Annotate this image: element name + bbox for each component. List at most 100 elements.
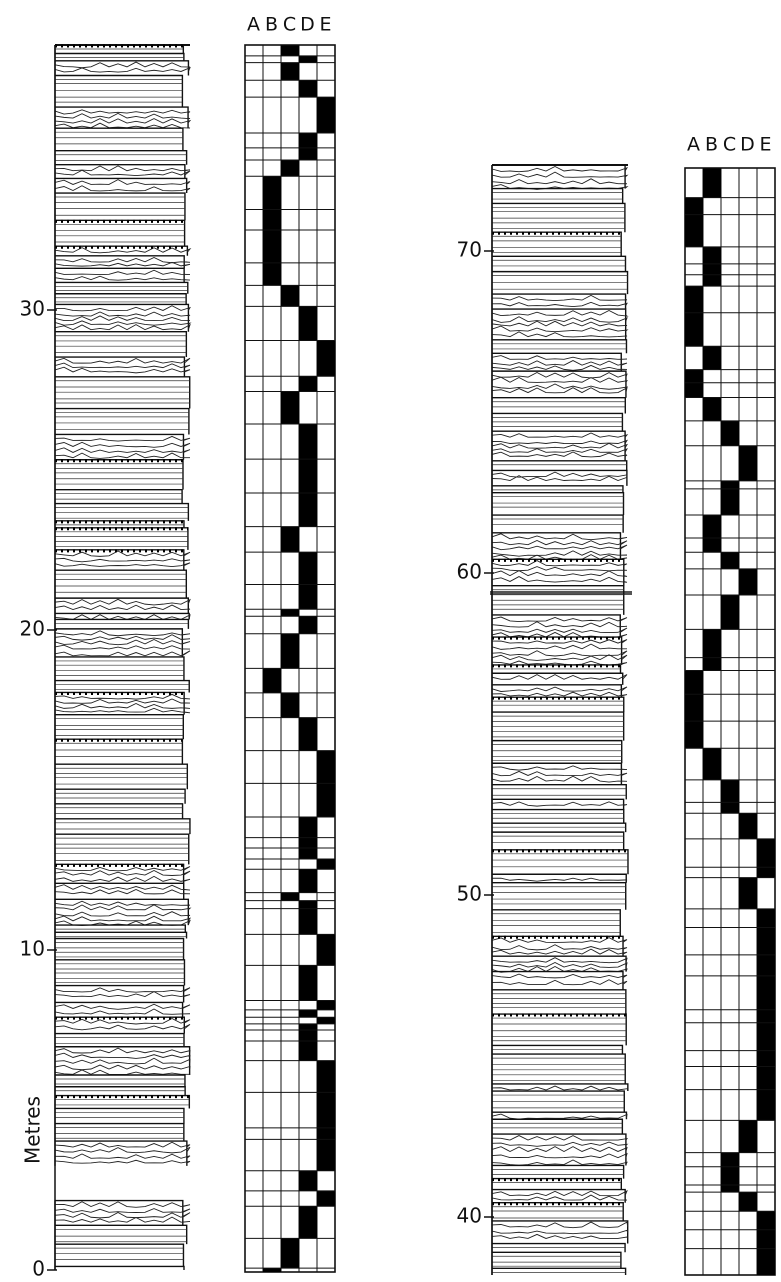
facies-cell bbox=[757, 1066, 775, 1090]
facies-cell bbox=[281, 159, 299, 177]
facies-cell bbox=[757, 1089, 775, 1121]
lamina bbox=[491, 360, 628, 366]
facies-cell bbox=[299, 616, 317, 634]
facies-cell bbox=[263, 262, 281, 286]
facies-cell bbox=[299, 306, 317, 341]
facies-cell bbox=[281, 526, 299, 553]
bed bbox=[54, 924, 187, 933]
lamina bbox=[491, 442, 629, 449]
lamina bbox=[491, 376, 628, 383]
bed bbox=[54, 1086, 186, 1096]
bed bbox=[491, 1220, 629, 1244]
lamina bbox=[491, 944, 628, 951]
facies-cell bbox=[299, 147, 317, 160]
bed bbox=[54, 1265, 185, 1270]
bed bbox=[54, 931, 188, 939]
lamina bbox=[54, 1069, 191, 1075]
facies-cell bbox=[757, 1248, 775, 1275]
bed bbox=[54, 60, 190, 76]
lamina bbox=[54, 179, 191, 185]
bed bbox=[491, 255, 627, 272]
lamina bbox=[491, 1085, 629, 1091]
facies-cell bbox=[299, 908, 317, 935]
facies-cell bbox=[721, 420, 739, 446]
lamina bbox=[54, 911, 191, 917]
facies-cell bbox=[317, 859, 335, 870]
facies-cell bbox=[317, 750, 335, 784]
lamina bbox=[491, 294, 628, 301]
bed bbox=[491, 1053, 626, 1084]
lamina bbox=[491, 643, 628, 650]
lamina bbox=[54, 112, 191, 120]
facies-cell bbox=[299, 1029, 317, 1041]
lamina bbox=[491, 171, 629, 178]
bed bbox=[54, 150, 188, 165]
facies-cell bbox=[299, 1040, 317, 1061]
facies-cell bbox=[317, 1017, 335, 1024]
facies-cell bbox=[721, 552, 739, 569]
lamina bbox=[54, 1018, 191, 1025]
facies-cell bbox=[685, 214, 703, 247]
lamina bbox=[54, 884, 191, 891]
lamina bbox=[54, 888, 191, 895]
depth-tick-label: 60 bbox=[457, 560, 482, 584]
lamina bbox=[54, 323, 191, 331]
facies-cell bbox=[299, 424, 317, 460]
lamina bbox=[54, 366, 191, 374]
facies-cell bbox=[317, 783, 335, 817]
facies-cell bbox=[299, 492, 317, 527]
bed bbox=[491, 187, 624, 204]
facies-cell bbox=[703, 246, 721, 264]
facies-cell bbox=[757, 975, 775, 1010]
lamina bbox=[54, 1216, 191, 1223]
lamina bbox=[491, 432, 629, 438]
lamina bbox=[54, 1212, 191, 1219]
lamina bbox=[54, 866, 191, 872]
lamina bbox=[54, 693, 191, 700]
facies-header: C bbox=[283, 14, 297, 36]
lamina bbox=[54, 357, 191, 364]
lamina bbox=[54, 256, 191, 264]
facies-cell bbox=[703, 748, 721, 780]
lamina bbox=[54, 630, 191, 637]
lamina bbox=[54, 1153, 191, 1159]
lamina bbox=[54, 875, 191, 882]
lamina bbox=[491, 387, 628, 394]
depth-tick-label: 10 bbox=[20, 937, 45, 961]
facies-cell bbox=[281, 62, 299, 81]
facies-cell bbox=[757, 867, 775, 878]
lamina bbox=[54, 604, 191, 611]
bed bbox=[491, 784, 627, 800]
lamina bbox=[491, 1135, 629, 1141]
lamina bbox=[54, 1047, 191, 1054]
facies-cell bbox=[757, 908, 775, 928]
bed bbox=[491, 955, 627, 972]
lamina bbox=[54, 315, 191, 322]
lamina bbox=[491, 331, 628, 338]
bed bbox=[491, 293, 627, 310]
bed bbox=[491, 989, 627, 1015]
facies-cell bbox=[721, 594, 739, 630]
bed bbox=[491, 412, 624, 432]
lamina bbox=[54, 904, 192, 911]
lamina bbox=[491, 1229, 629, 1235]
bed bbox=[54, 788, 186, 804]
facies-cell bbox=[317, 1060, 335, 1093]
lamina bbox=[54, 634, 191, 641]
bed bbox=[491, 460, 628, 471]
bed bbox=[491, 397, 626, 414]
facies-cell bbox=[703, 168, 721, 198]
facies-cell bbox=[703, 263, 721, 275]
bed bbox=[491, 1242, 626, 1253]
lamina bbox=[491, 309, 629, 317]
lamina bbox=[54, 698, 191, 704]
lamina bbox=[491, 448, 629, 453]
lamina bbox=[54, 1201, 191, 1208]
facies-cell bbox=[739, 1120, 757, 1153]
facies-cell bbox=[317, 1139, 335, 1171]
lamina bbox=[491, 576, 628, 583]
facies-cell bbox=[299, 55, 317, 63]
lamina bbox=[54, 562, 191, 567]
lamina bbox=[491, 325, 629, 333]
lamina bbox=[491, 544, 628, 551]
